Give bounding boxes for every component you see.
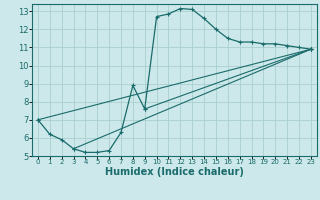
X-axis label: Humidex (Indice chaleur): Humidex (Indice chaleur) (105, 167, 244, 177)
